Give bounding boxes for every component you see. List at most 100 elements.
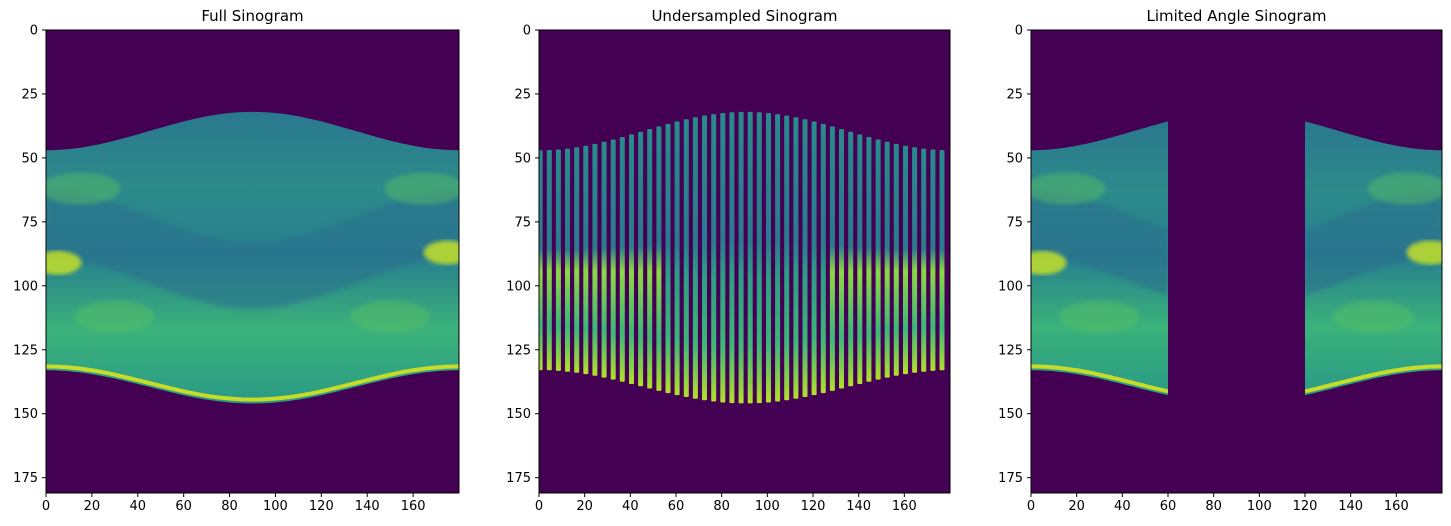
projection-stripe bbox=[656, 126, 661, 391]
projection-stripe bbox=[775, 114, 780, 401]
projection-stripe bbox=[602, 142, 607, 378]
title-limited-angle: Limited Angle Sinogram bbox=[1146, 7, 1326, 25]
projection-stripe bbox=[748, 112, 753, 404]
x-tick-label: 120 bbox=[801, 499, 826, 514]
projection-stripe bbox=[638, 132, 643, 387]
y-tick-label: 25 bbox=[514, 87, 531, 102]
projection-stripe bbox=[757, 112, 762, 403]
projection-stripe bbox=[611, 140, 616, 380]
title-undersampled: Undersampled Sinogram bbox=[651, 7, 837, 25]
x-tick-label: 40 bbox=[130, 499, 147, 514]
x-tick-label: 20 bbox=[576, 499, 593, 514]
projection-stripe bbox=[729, 112, 734, 403]
projection-stripe bbox=[803, 119, 808, 397]
band-light-lobe bbox=[1025, 173, 1105, 205]
band-light-lobe bbox=[1334, 300, 1414, 332]
x-tick-label: 0 bbox=[535, 499, 543, 514]
y-tick-label: 0 bbox=[30, 24, 38, 39]
projection-stripe bbox=[830, 126, 835, 391]
projection-stripe bbox=[812, 121, 817, 395]
projection-stripe bbox=[866, 137, 871, 382]
projection-stripe bbox=[784, 116, 789, 401]
projection-stripe bbox=[574, 147, 579, 372]
y-tick-label: 0 bbox=[523, 24, 531, 39]
y-tick-label: 175 bbox=[13, 471, 38, 486]
projection-stripe bbox=[556, 150, 561, 371]
x-tick-label: 0 bbox=[1027, 499, 1035, 514]
plot-area-full bbox=[33, 30, 471, 493]
projection-stripe bbox=[647, 129, 652, 389]
y-tick-label: 50 bbox=[514, 151, 531, 166]
band-light-lobe bbox=[75, 300, 155, 332]
band-light-lobe bbox=[1368, 173, 1448, 205]
projection-stripe bbox=[629, 134, 634, 384]
x-tick-label: 80 bbox=[713, 499, 730, 514]
x-tick-label: 120 bbox=[1293, 499, 1318, 514]
x-tick-label: 100 bbox=[263, 499, 288, 514]
projection-stripe bbox=[620, 137, 625, 382]
band-light-lobe bbox=[40, 173, 120, 205]
projection-stripe bbox=[565, 149, 570, 372]
band-light-lobe bbox=[385, 173, 465, 205]
x-tick-label: 100 bbox=[1247, 499, 1272, 514]
plot-area-undersampled bbox=[538, 30, 950, 493]
y-tick-label: 150 bbox=[506, 407, 531, 422]
x-tick-label: 20 bbox=[84, 499, 101, 514]
projection-stripe bbox=[857, 134, 862, 384]
projection-stripe bbox=[793, 117, 798, 399]
plot-area-limited-angle bbox=[1018, 30, 1451, 493]
x-tick-label: 100 bbox=[755, 499, 780, 514]
subplot-limited-angle: Limited Angle Sinogram 0 20 40 60 80 100 120 14… bbox=[998, 7, 1451, 514]
band-light-lobe bbox=[350, 300, 430, 332]
projection-stripe bbox=[766, 113, 771, 403]
band-light-lobe bbox=[1060, 300, 1140, 332]
y-tick-label: 100 bbox=[13, 279, 38, 294]
projection-stripe bbox=[666, 124, 671, 393]
projection-stripe bbox=[684, 119, 689, 397]
x-tick-label: 140 bbox=[355, 499, 380, 514]
projection-stripe bbox=[885, 142, 890, 378]
projection-stripe bbox=[912, 147, 917, 372]
y-tick-label: 150 bbox=[13, 407, 38, 422]
projection-stripe bbox=[720, 113, 725, 403]
y-tick-label: 175 bbox=[998, 471, 1023, 486]
projection-stripe bbox=[940, 150, 945, 370]
y-tick-label: 100 bbox=[998, 279, 1023, 294]
y-tick-label: 0 bbox=[1015, 24, 1023, 39]
title-full: Full Sinogram bbox=[201, 7, 303, 25]
projection-stripe bbox=[821, 124, 826, 393]
x-tick-label: 160 bbox=[892, 499, 917, 514]
band-bright-spot bbox=[1018, 251, 1066, 275]
y-tick-label: 75 bbox=[21, 215, 38, 230]
y-tick-label: 125 bbox=[13, 343, 38, 358]
x-tick-label: 0 bbox=[42, 499, 50, 514]
projection-stripe bbox=[930, 150, 935, 371]
x-tick-label: 160 bbox=[1384, 499, 1409, 514]
projection-stripe bbox=[894, 144, 899, 376]
x-tick-label: 120 bbox=[309, 499, 334, 514]
y-tick-label: 25 bbox=[1006, 87, 1023, 102]
y-tick-label: 100 bbox=[506, 279, 531, 294]
projection-stripe bbox=[839, 129, 844, 389]
y-tick-label: 125 bbox=[506, 343, 531, 358]
projection-stripe bbox=[592, 144, 597, 376]
x-tick-label: 40 bbox=[1114, 499, 1131, 514]
projection-stripe bbox=[903, 146, 908, 374]
projection-stripe bbox=[675, 121, 680, 395]
y-tick-label: 125 bbox=[998, 343, 1023, 358]
y-tick-label: 50 bbox=[21, 151, 38, 166]
x-tick-label: 60 bbox=[175, 499, 192, 514]
x-tick-label: 60 bbox=[1160, 499, 1177, 514]
band-bright-spot bbox=[424, 241, 472, 265]
y-tick-label: 75 bbox=[514, 215, 531, 230]
x-tick-label: 160 bbox=[401, 499, 426, 514]
y-tick-label: 25 bbox=[21, 87, 38, 102]
projection-stripe bbox=[702, 116, 707, 401]
projection-stripe bbox=[547, 150, 552, 370]
y-tick-label: 50 bbox=[1006, 151, 1023, 166]
projection-stripe bbox=[583, 146, 588, 374]
projection-stripe bbox=[848, 132, 853, 387]
x-tick-label: 20 bbox=[1068, 499, 1085, 514]
projection-stripe bbox=[538, 150, 543, 370]
